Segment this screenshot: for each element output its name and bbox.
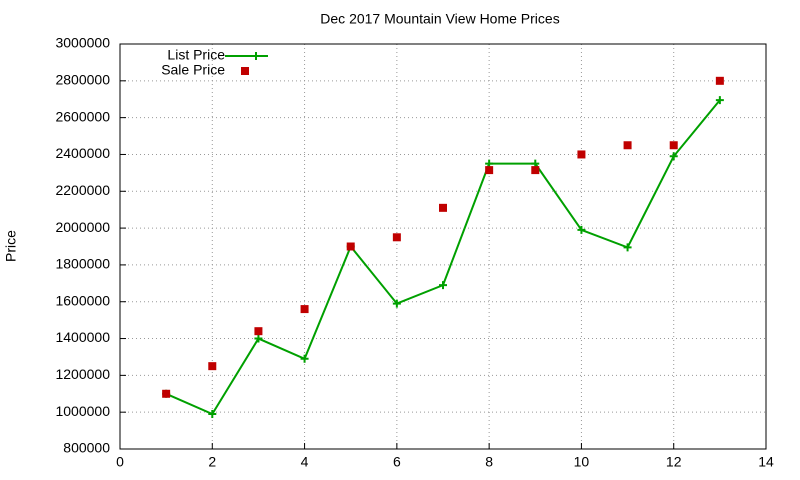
legend-marker <box>241 67 249 75</box>
y-tick-label: 2200000 <box>55 182 110 198</box>
x-tick-label: 14 <box>758 454 774 470</box>
point-marker <box>715 96 724 105</box>
point-marker <box>623 141 632 150</box>
legend-marker <box>252 52 260 60</box>
chart-title: Dec 2017 Mountain View Home Prices <box>320 11 559 27</box>
point-marker <box>669 141 678 150</box>
y-tick-label: 2600000 <box>55 108 110 124</box>
y-tick-label: 1600000 <box>55 292 110 308</box>
point-marker <box>669 152 678 161</box>
point-marker <box>485 166 494 175</box>
point-marker <box>254 334 263 343</box>
y-tick-label: 3000000 <box>55 35 110 51</box>
y-axis-label: Price <box>3 230 19 262</box>
point-marker <box>346 242 355 251</box>
x-tick-label: 10 <box>574 454 590 470</box>
y-tick-label: 1800000 <box>55 256 110 272</box>
point-marker <box>300 305 309 314</box>
legend-label: List Price <box>167 47 225 63</box>
point-marker <box>392 233 401 242</box>
point-marker <box>623 243 632 252</box>
y-tick-label: 1400000 <box>55 329 110 345</box>
point-marker <box>439 203 447 212</box>
legend-label: Sale Price <box>161 62 225 78</box>
x-tick-label: 4 <box>301 454 309 470</box>
point-marker <box>300 354 309 363</box>
point-marker <box>439 281 447 290</box>
point-marker <box>208 362 217 371</box>
y-tick-label: 2800000 <box>55 72 110 88</box>
y-tick-label: 2400000 <box>55 145 110 161</box>
point-marker <box>531 166 540 175</box>
point-marker <box>254 327 263 336</box>
x-tick-label: 0 <box>116 454 124 470</box>
y-tick-label: 1000000 <box>55 403 110 419</box>
x-tick-label: 2 <box>208 454 216 470</box>
plot-frame <box>119 43 767 450</box>
point-marker <box>715 76 724 85</box>
x-tick-label: 6 <box>393 454 401 470</box>
y-tick-label: 800000 <box>63 440 110 456</box>
x-tick-label: 8 <box>485 454 493 470</box>
point-marker <box>162 389 171 398</box>
y-tick-label: 1200000 <box>55 366 110 382</box>
x-tick-label: 12 <box>666 454 682 470</box>
point-marker <box>577 150 586 159</box>
point-marker <box>577 225 586 234</box>
point-marker <box>208 410 217 419</box>
point-marker <box>392 299 401 308</box>
y-tick-label: 2000000 <box>55 219 110 235</box>
